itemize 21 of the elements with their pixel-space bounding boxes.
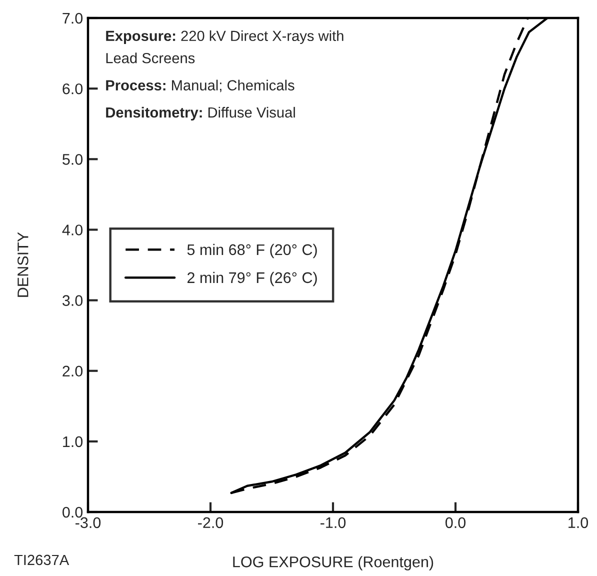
- y-tick-label: 7.0: [62, 12, 83, 24]
- y-tick-label: 5.0: [62, 154, 83, 165]
- y-tick-label: 2.0: [62, 366, 83, 377]
- legend-label: 5 min 68° F (20° C): [187, 244, 317, 258]
- x-tick-label: 1.0: [568, 517, 588, 528]
- y-tick-label: 0.0: [62, 506, 83, 518]
- x-axis-title: LOG EXPOSURE (Roentgen): [233, 556, 434, 570]
- y-tick-label: 1.0: [63, 436, 83, 448]
- y-tick-label: 6.0: [62, 83, 83, 94]
- annotation: Process: Manual; Chemicals: [106, 80, 294, 92]
- x-tick-label: -2.0: [198, 517, 224, 528]
- text: TI2637A: [14, 554, 70, 566]
- annotation: Exposure: 220 kV Direct X-rays with Lead Screens: [106, 30, 344, 64]
- y-tick-label: 4.0: [62, 224, 83, 236]
- legend-label: 2 min 79° F (26° C): [187, 272, 317, 286]
- x-tick-label: -3.0: [76, 517, 101, 528]
- annotation: Densitometry: Diffuse Visual: [106, 106, 295, 121]
- x-tick-label: -1.0: [320, 517, 346, 528]
- x-tick-label: 0.0: [445, 517, 466, 528]
- y-axis-title: DENSITY: [18, 232, 28, 297]
- y-tick-label: 3.0: [62, 295, 83, 306]
